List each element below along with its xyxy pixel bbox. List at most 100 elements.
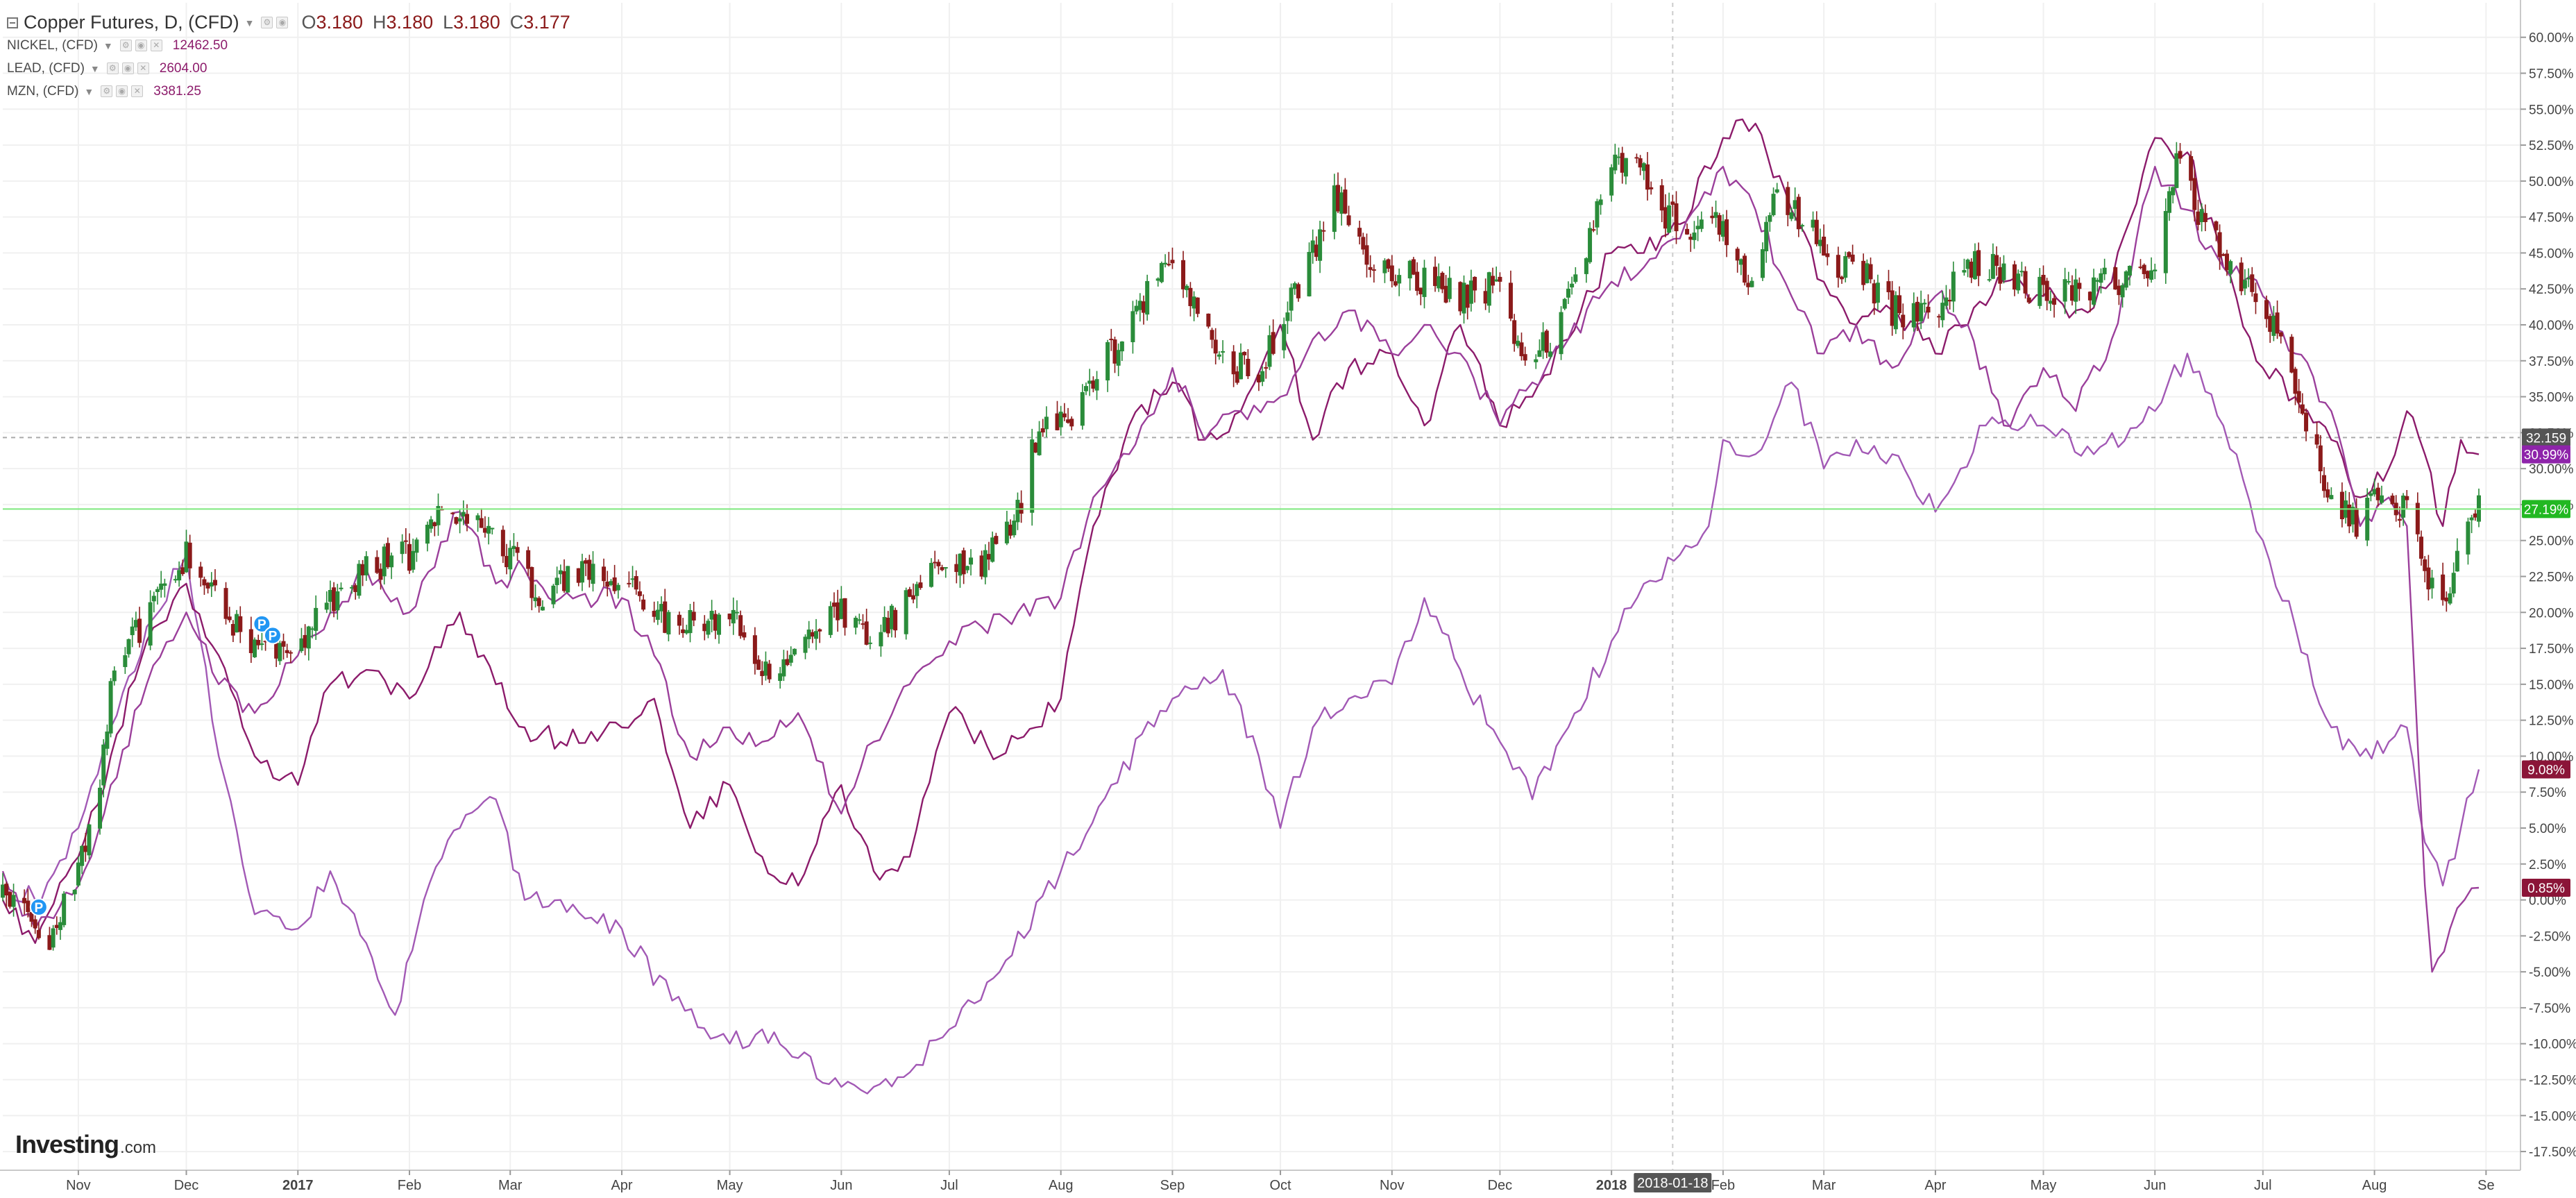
- series-name[interactable]: LEAD, (CFD): [7, 60, 85, 76]
- candle: [389, 552, 394, 580]
- candle-body: [155, 589, 160, 592]
- candle-body: [80, 845, 85, 866]
- candle: [958, 553, 963, 588]
- visibility-icon[interactable]: ◉: [276, 17, 289, 28]
- candle: [1008, 519, 1013, 539]
- candle-body: [666, 611, 671, 635]
- candle-body: [2203, 212, 2208, 222]
- close-icon[interactable]: ✕: [131, 85, 144, 97]
- collapse-icon[interactable]: [7, 17, 18, 28]
- candle-body: [1019, 503, 1024, 514]
- candle: [1670, 194, 1675, 217]
- candle-body: [263, 641, 268, 643]
- candle-body: [1321, 230, 1326, 232]
- settings-icon[interactable]: ⚙: [106, 62, 119, 74]
- candle: [867, 636, 872, 650]
- candle: [2142, 263, 2146, 279]
- candle-body: [479, 518, 484, 528]
- candle: [76, 856, 80, 887]
- candle-body: [1850, 254, 1855, 262]
- settings-icon[interactable]: ⚙: [119, 40, 132, 51]
- candle-body: [1774, 189, 1779, 193]
- close-icon[interactable]: ✕: [150, 40, 162, 51]
- candle: [1239, 343, 1243, 380]
- candle-body: [756, 659, 761, 670]
- y-tick-label: -15.00%: [2529, 1109, 2576, 1124]
- candle-body: [1670, 201, 1675, 205]
- candle-body: [1634, 157, 1639, 159]
- candle-body: [2423, 559, 2427, 571]
- main-series-title[interactable]: Copper Futures, D, (CFD): [24, 12, 239, 33]
- candle: [227, 607, 232, 623]
- candle-body: [1310, 240, 1315, 253]
- candle-body: [1318, 229, 1323, 261]
- candle-body: [285, 650, 289, 653]
- chevron-down-icon[interactable]: ▼: [90, 62, 100, 74]
- chevron-down-icon[interactable]: ▼: [244, 17, 255, 28]
- candle-body: [1195, 297, 1200, 314]
- price-badge-label: 9.08%: [2527, 763, 2565, 777]
- candle: [785, 650, 790, 666]
- candle: [1285, 301, 1290, 335]
- candle: [2095, 278, 2100, 292]
- x-tick-label: 2018: [1596, 1178, 1627, 1193]
- candle: [2347, 492, 2352, 534]
- legend-row-nickel[interactable]: NICKEL, (CFD) ▼ ⚙ ◉ ✕ 12462.50: [7, 34, 570, 57]
- y-axis-background: [2520, 0, 2576, 1195]
- candle: [1134, 299, 1139, 314]
- candle: [576, 568, 581, 587]
- candle: [1084, 382, 1088, 396]
- candle: [1116, 343, 1121, 376]
- visibility-icon[interactable]: ◉: [121, 62, 134, 74]
- series-name[interactable]: MZN, (CFD): [7, 83, 79, 99]
- visibility-icon[interactable]: ◉: [116, 85, 128, 97]
- candle: [1663, 194, 1668, 237]
- candle-body: [1699, 219, 1704, 229]
- y-tick-label: 60.00%: [2529, 31, 2574, 46]
- candle-body: [609, 581, 613, 585]
- candle: [1256, 373, 1261, 391]
- x-tick-label: Jul: [940, 1178, 958, 1193]
- candle: [432, 521, 437, 537]
- candle: [1185, 284, 1189, 298]
- legend-row-lead[interactable]: LEAD, (CFD) ▼ ⚙ ◉ ✕ 2604.00: [7, 57, 570, 80]
- candle: [2375, 482, 2380, 507]
- candle-body: [425, 525, 430, 544]
- candle: [727, 613, 732, 627]
- candle: [223, 582, 228, 625]
- y-tick-label: 50.00%: [2529, 175, 2574, 189]
- close-key: C: [509, 12, 524, 33]
- candle: [756, 655, 761, 670]
- chevron-down-icon[interactable]: ▼: [103, 40, 113, 51]
- candle-body: [187, 542, 192, 568]
- candle: [508, 540, 513, 580]
- candle-body: [482, 528, 487, 533]
- brand-logo[interactable]: Investing.com: [15, 1130, 156, 1159]
- candle-body: [1890, 290, 1895, 326]
- candle-body: [314, 607, 319, 631]
- settings-icon[interactable]: ⚙: [101, 85, 113, 97]
- series-name[interactable]: NICKEL, (CFD): [7, 37, 98, 53]
- candle-body: [2117, 285, 2121, 296]
- visibility-icon[interactable]: ◉: [135, 40, 147, 51]
- candle: [587, 555, 592, 588]
- candle-body: [1868, 264, 1873, 280]
- candle-body: [1793, 200, 1797, 209]
- candle-body: [1843, 256, 1848, 278]
- candle-body: [1559, 312, 1564, 355]
- candle: [806, 621, 811, 648]
- legend-row-mzn[interactable]: MZN, (CFD) ▼ ⚙ ◉ ✕ 3381.25: [7, 80, 570, 103]
- candle-body: [886, 618, 890, 634]
- candle: [709, 600, 714, 632]
- candle: [148, 590, 153, 650]
- close-icon[interactable]: ✕: [137, 62, 149, 74]
- candle-body: [605, 581, 610, 587]
- candle-body: [137, 618, 142, 643]
- settings-icon[interactable]: ⚙: [261, 17, 273, 28]
- chevron-down-icon[interactable]: ▼: [84, 85, 94, 97]
- candle-body: [1598, 199, 1603, 205]
- y-tick-label: -17.50%: [2529, 1145, 2576, 1160]
